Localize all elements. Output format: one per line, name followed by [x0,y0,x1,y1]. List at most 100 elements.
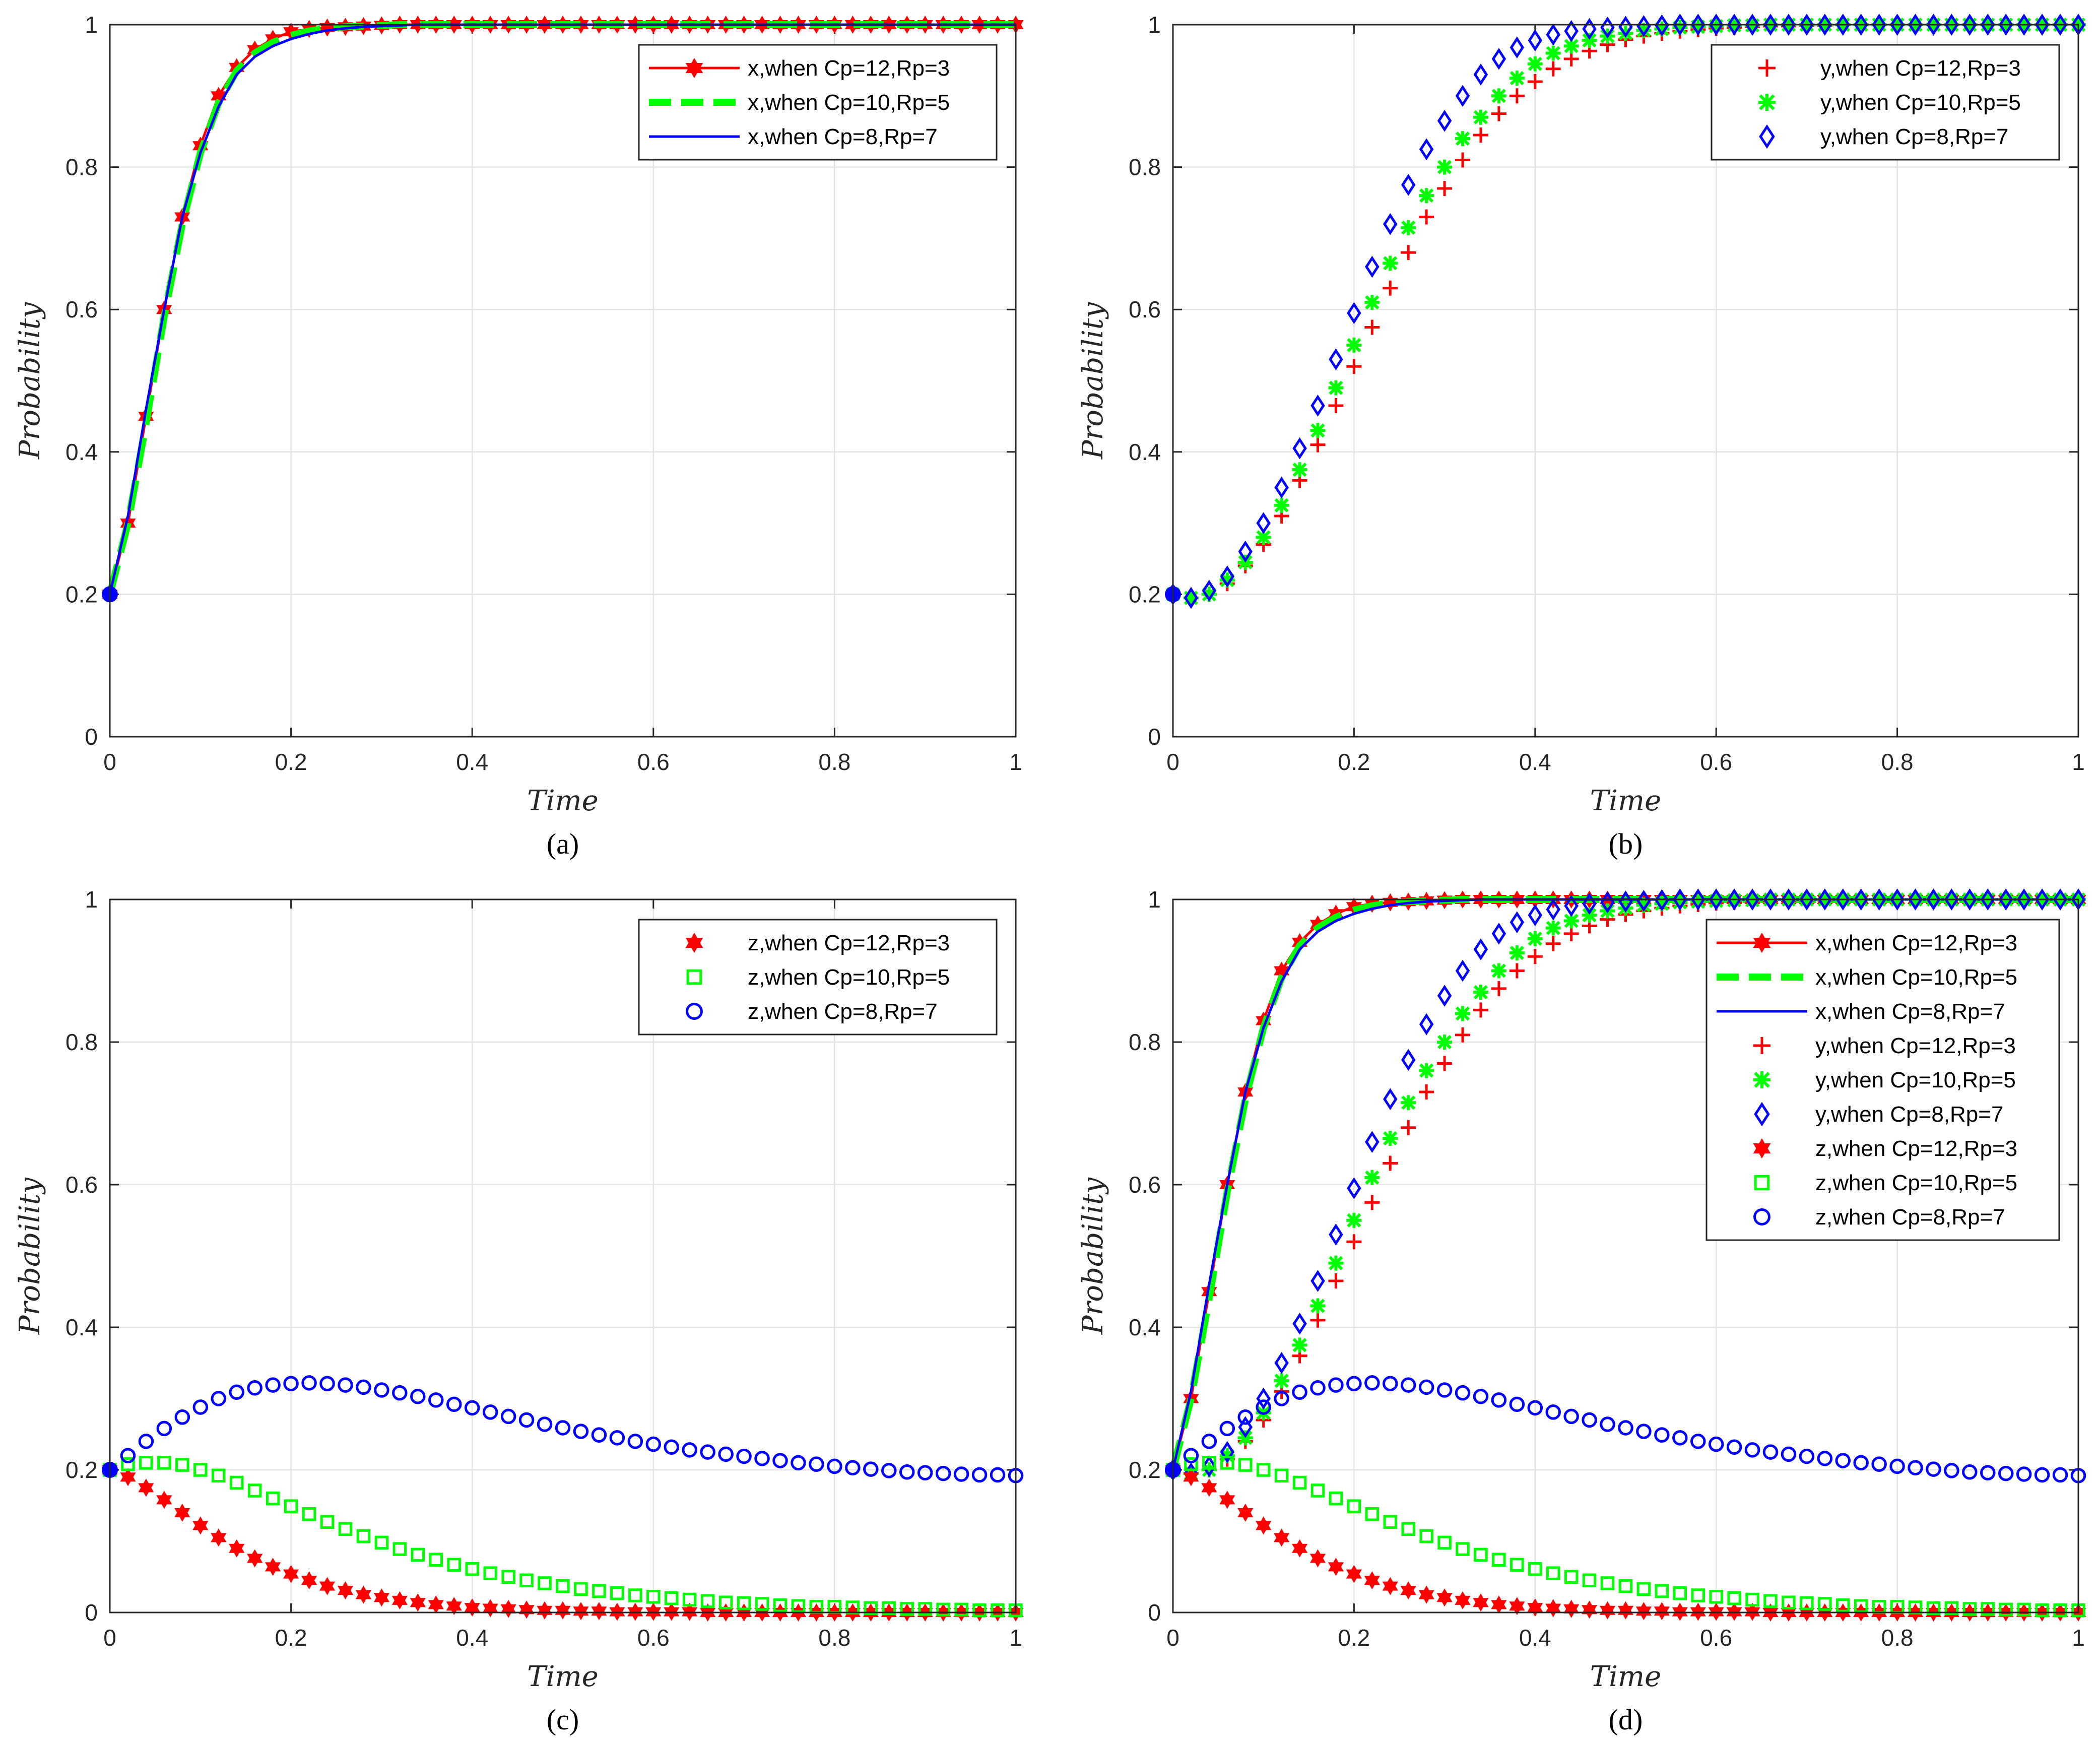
data-point [2035,888,2050,911]
x-tick-label: 1 [1009,749,1022,775]
data-point [1473,109,1488,125]
data-point [754,1451,770,1466]
data-point [1346,1565,1362,1583]
data-point [1418,1585,1434,1604]
data-point [1455,85,1470,107]
data-point [1274,1528,1290,1547]
data-point [1654,21,1670,37]
y-tick-label: 0 [85,1599,98,1626]
data-point [519,1573,534,1588]
data-point [1545,61,1561,77]
data-point [1709,1590,1723,1604]
data-point [1926,14,1941,36]
data-point [1473,1593,1489,1612]
data-point [755,1597,769,1611]
data-point [1328,398,1344,413]
data-point [1292,1313,1307,1335]
data-point [1563,51,1579,67]
axes-box [1172,24,2079,738]
legend-item: z,when Cp=12,Rp=3 [1753,1136,2017,1161]
data-point [1310,1380,1326,1396]
data-point [1655,14,1669,37]
panel-caption: (d) [1609,1703,1643,1736]
data-point [1473,1389,1489,1404]
data-point [1799,888,1814,911]
data-point [1455,1385,1471,1401]
data-point [2017,1602,2031,1617]
data-point [1183,1468,1199,1487]
legend-item: y,when Cp=10,Rp=5 [1758,90,2021,115]
data-point [1219,1448,1235,1463]
axes-box [1172,898,2079,1613]
data-point [1962,1464,1978,1480]
data-point [1383,1155,1398,1171]
data-point [1456,1542,1470,1556]
data-point [356,1529,371,1543]
data-point [1383,1515,1398,1529]
data-point [1799,1603,1815,1622]
y-tick-label: 1 [1148,12,1161,38]
data-point [700,1603,716,1622]
data-point [1437,1535,1452,1550]
data-point [538,1576,552,1590]
data-point [1672,894,1688,910]
data-point [1328,1558,1344,1576]
data-point [954,1602,968,1617]
data-point [791,1455,806,1471]
data-point [283,1376,299,1392]
data-point [1256,512,1271,534]
data-point [265,1558,281,1576]
data-point [1510,911,1525,934]
data-point [1672,1430,1688,1446]
data-point [1455,1027,1471,1043]
data-point [1871,1456,1887,1472]
data-point [1400,1581,1416,1600]
data-point [1219,1491,1235,1509]
x-tick-label: 0.8 [818,749,850,775]
data-point [556,1579,570,1593]
data-point [1563,1408,1579,1425]
data-point [1401,1522,1415,1536]
legend-item: x,when Cp=10,Rp=5 [649,90,950,115]
x-axis-label: Time [527,785,599,817]
data-point [1763,14,1778,36]
y-tick-label: 0.6 [65,1172,98,1198]
data-point [410,1389,426,1404]
x-tick-label: 0 [1166,749,1179,775]
data-point [1726,1439,1742,1455]
axes-box [109,898,1017,1613]
data-point [1618,1420,1633,1436]
data-point [1527,1400,1543,1416]
x-tick-label: 0 [103,1625,116,1651]
data-point [1999,1602,2013,1617]
x-axis-label: Time [1590,785,1662,817]
legend: x,when Cp=12,Rp=3 x,when Cp=10,Rp=5 x,when… [1705,919,2060,1241]
y-tick-label: 0.2 [65,581,98,607]
data-point [1781,1446,1797,1462]
legend-item: x,when Cp=12,Rp=3 [649,56,950,81]
data-point [1545,1404,1561,1420]
data-point [120,1448,136,1463]
legend-marker [685,932,703,953]
data-point [1926,1461,1941,1477]
data-point [1546,1566,1560,1580]
data-point [1455,1006,1471,1021]
data-point [1346,1212,1362,1228]
legend-label: x,when Cp=12,Rp=3 [748,56,950,81]
data-point [1401,174,1416,196]
data-point [1962,888,1977,911]
data-point [1237,1409,1254,1425]
data-point [1908,888,1923,911]
data-point [518,1412,535,1428]
legend-item: z,when Cp=12,Rp=3 [685,931,950,955]
data-point [1800,1596,1814,1610]
data-point [1455,131,1471,147]
data-point [1437,985,1452,1007]
data-point [1364,1170,1380,1185]
data-point [991,1603,1005,1618]
data-point [1183,1448,1199,1463]
y-tick-label: 0.4 [1129,1314,1161,1340]
y-tick-label: 0 [1148,724,1161,750]
data-point [1636,23,1652,38]
data-point [2035,1603,2049,1618]
